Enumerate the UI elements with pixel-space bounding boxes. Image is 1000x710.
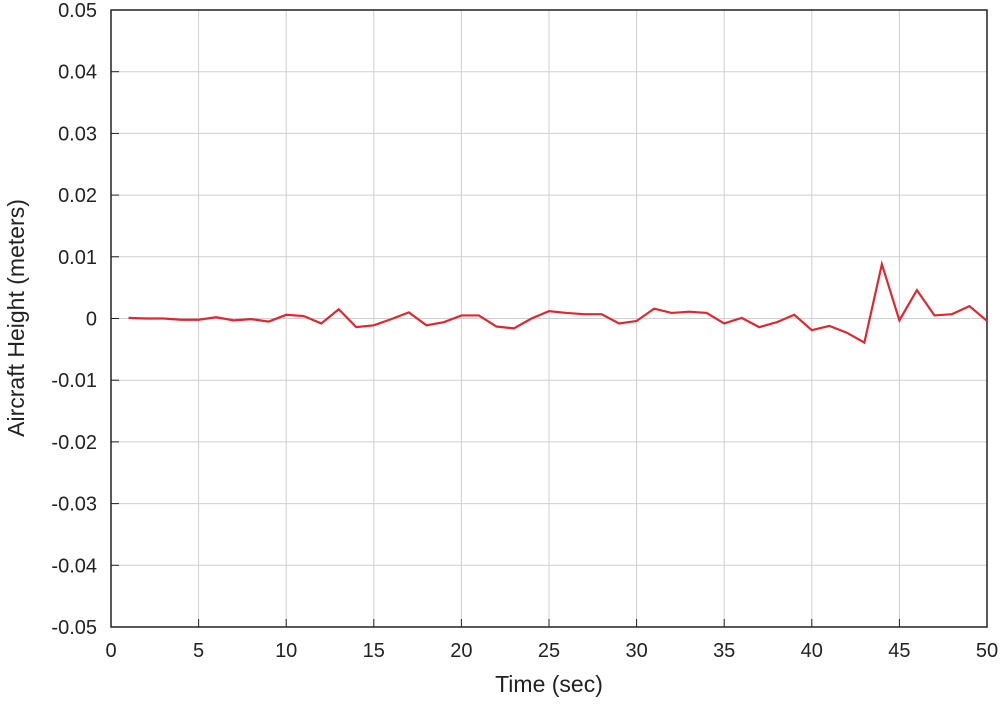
y-tick-label: -0.03 <box>51 494 97 516</box>
x-tick-label: 0 <box>105 640 116 662</box>
y-tick-label: 0 <box>86 309 97 331</box>
y-tick-label: 0.04 <box>58 62 97 84</box>
x-axis-label: Time (sec) <box>495 671 603 697</box>
x-tick-label: 50 <box>976 640 998 662</box>
x-tick-label: 5 <box>193 640 204 662</box>
x-tick-label: 20 <box>450 640 472 662</box>
y-tick-label: 0.01 <box>58 247 97 269</box>
plot-frame <box>110 9 988 628</box>
y-tick-label: 0.03 <box>58 123 97 145</box>
y-tick-label: -0.04 <box>51 555 97 577</box>
x-tick-label: 35 <box>713 640 735 662</box>
y-tick-label: -0.05 <box>51 617 97 639</box>
x-tick-label: 10 <box>275 640 297 662</box>
x-tick-label: 45 <box>888 640 910 662</box>
data-line <box>128 259 988 345</box>
y-axis-label: Aircraft Height (meters) <box>3 199 29 437</box>
x-tick-label: 25 <box>538 640 560 662</box>
x-tick-label: 15 <box>363 640 385 662</box>
x-tick-label: 40 <box>801 640 823 662</box>
y-tick-label: 0.05 <box>58 0 97 22</box>
y-tick-label: -0.02 <box>51 432 97 454</box>
y-tick-label: 0.02 <box>58 185 97 207</box>
y-tick-label: -0.01 <box>51 370 97 392</box>
x-tick-label: 30 <box>625 640 647 662</box>
